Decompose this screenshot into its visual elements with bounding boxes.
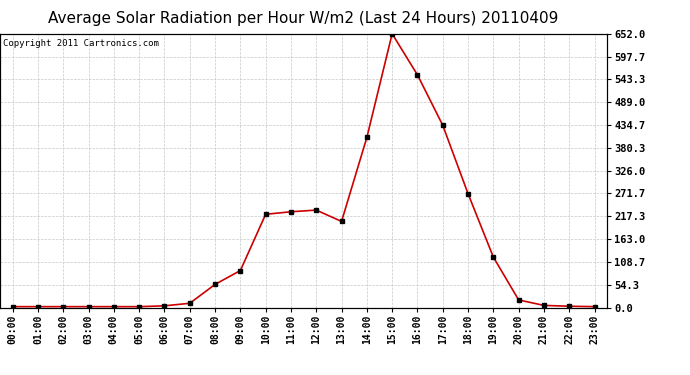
Text: Copyright 2011 Cartronics.com: Copyright 2011 Cartronics.com (3, 39, 159, 48)
Text: Average Solar Radiation per Hour W/m2 (Last 24 Hours) 20110409: Average Solar Radiation per Hour W/m2 (L… (48, 11, 559, 26)
